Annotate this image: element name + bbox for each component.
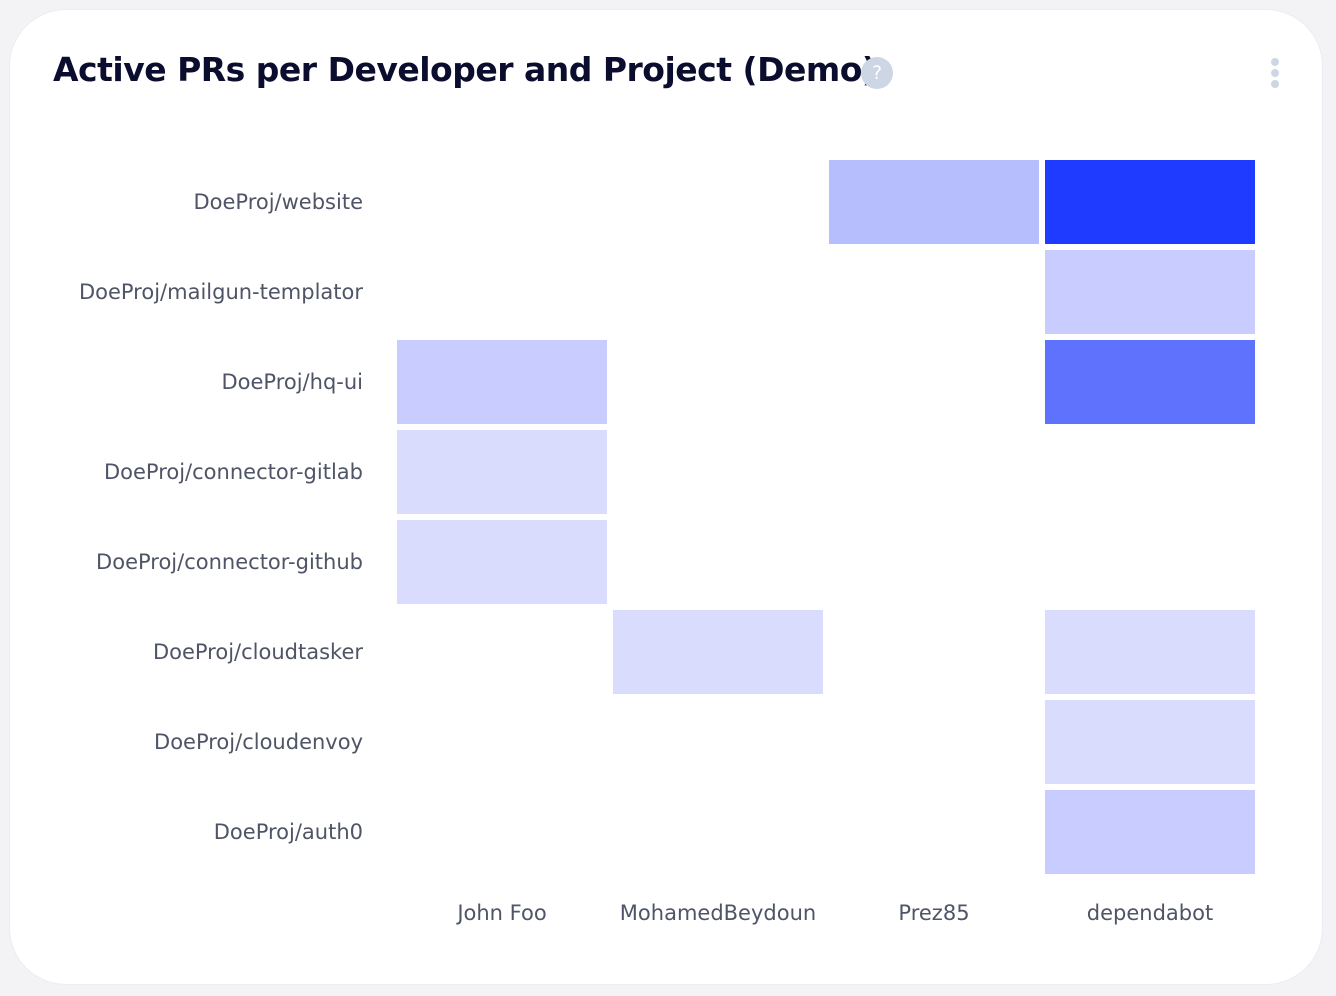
heatmap-cell[interactable]: [1045, 790, 1255, 874]
heatmap-cell[interactable]: [1045, 250, 1255, 334]
x-tick-label: John Foo: [455, 901, 546, 925]
y-tick-label: DoeProj/connector-github: [96, 550, 363, 574]
y-tick-label: DoeProj/mailgun-templator: [79, 280, 363, 304]
heatmap-cell[interactable]: [397, 430, 607, 514]
y-tick-label: DoeProj/auth0: [214, 820, 363, 844]
y-tick-label: DoeProj/connector-gitlab: [104, 460, 363, 484]
x-tick-label: Prez85: [898, 901, 969, 925]
heatmap-cell[interactable]: [397, 340, 607, 424]
heatmap-cell[interactable]: [1045, 700, 1255, 784]
heatmap-cell[interactable]: [1045, 610, 1255, 694]
x-tick-label: dependabot: [1087, 901, 1213, 925]
vertical-ellipsis-icon[interactable]: [1260, 56, 1290, 90]
y-tick-label: DoeProj/website: [193, 190, 363, 214]
question-circle-icon[interactable]: ?: [861, 57, 893, 89]
chart-title: Active PRs per Developer and Project (De…: [53, 50, 877, 89]
x-tick-label: MohamedBeydoun: [620, 901, 816, 925]
y-tick-label: DoeProj/cloudtasker: [153, 640, 363, 664]
heatmap-cell[interactable]: [1045, 160, 1255, 244]
y-tick-label: DoeProj/cloudenvoy: [154, 730, 363, 754]
heatmap-cell[interactable]: [613, 610, 823, 694]
y-tick-label: DoeProj/hq-ui: [221, 370, 363, 394]
heatmap-cell[interactable]: [1045, 340, 1255, 424]
heatmap-cell[interactable]: [829, 160, 1039, 244]
heatmap-cell[interactable]: [397, 520, 607, 604]
